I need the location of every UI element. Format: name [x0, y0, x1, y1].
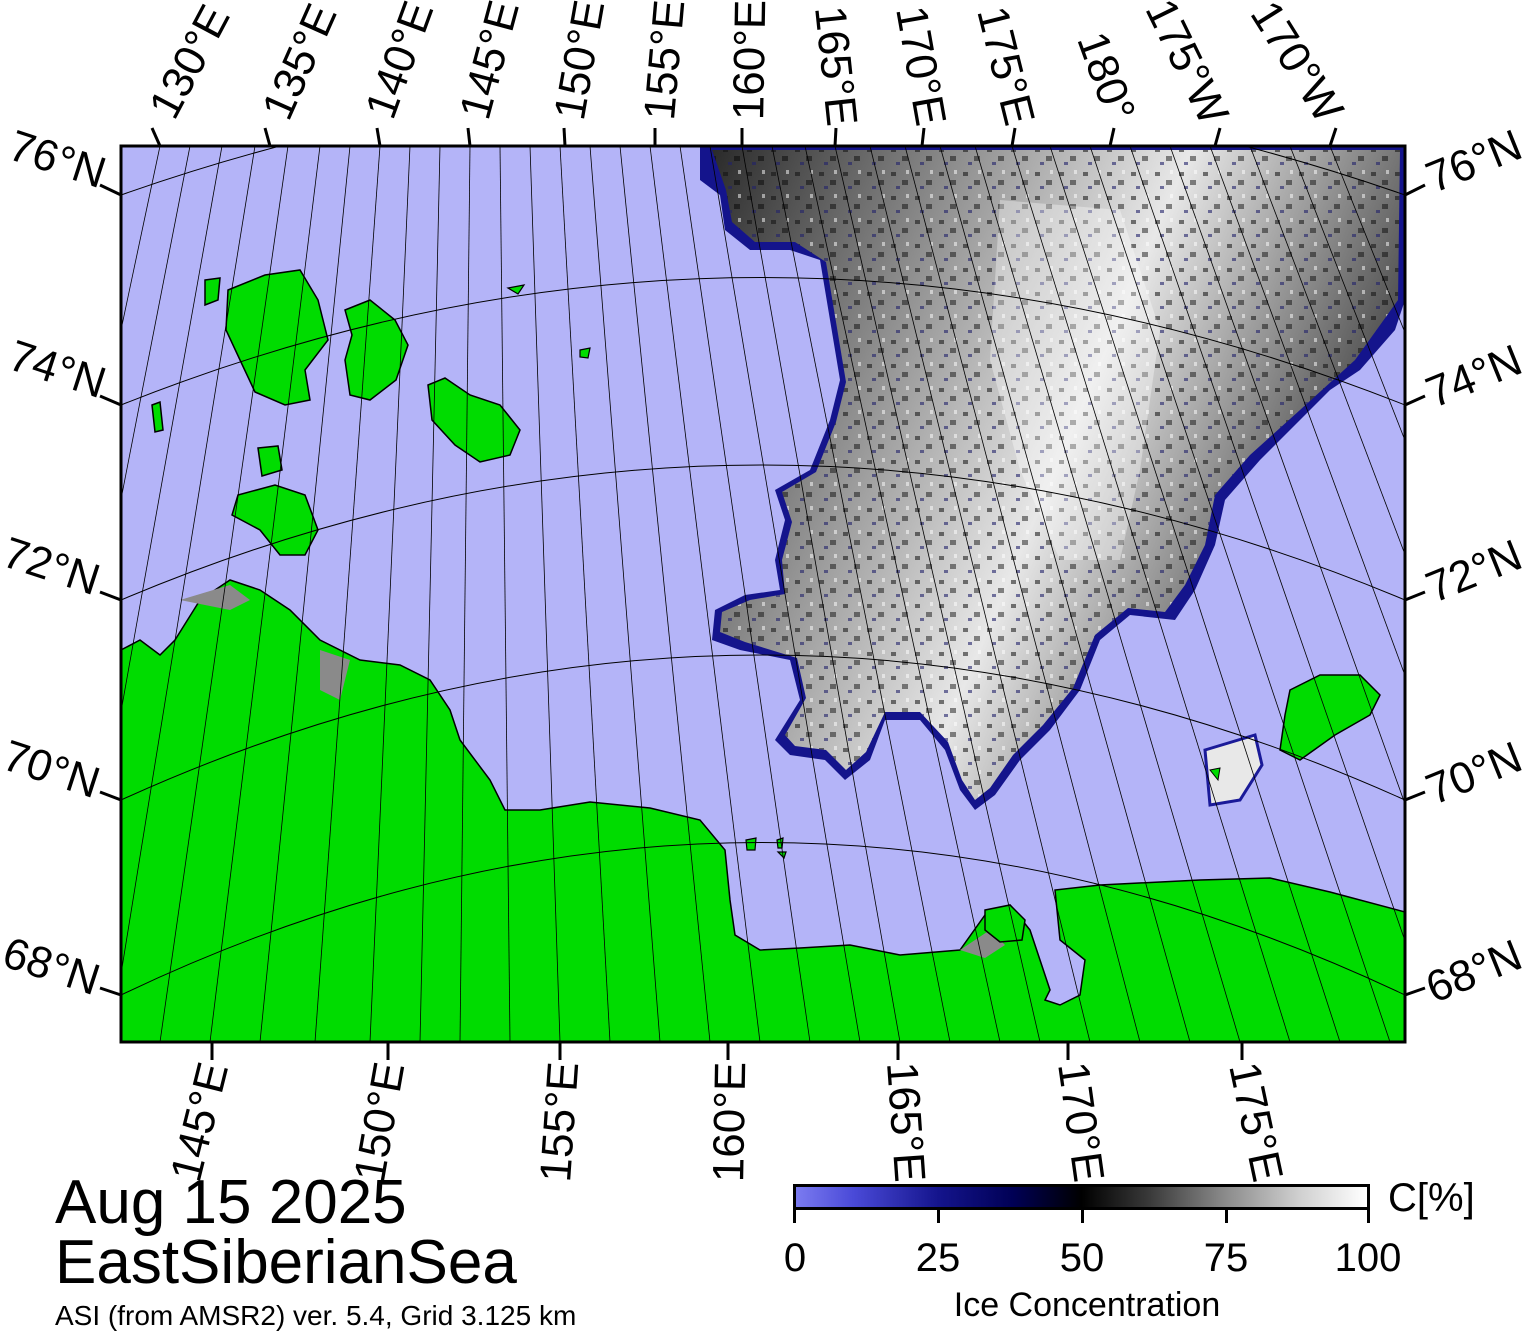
mainland: [121, 579, 1405, 1042]
colorbar-tick-label: 50: [1059, 1236, 1105, 1280]
bolshoy-lyakhovsky-island: [231, 484, 319, 556]
wrangel-island: [1279, 674, 1381, 761]
colorbar: [793, 1184, 1370, 1210]
new-siberia-island: [427, 377, 521, 463]
tiny-island-a: [506, 284, 526, 295]
data-source: ASI (from AMSR2) ver. 5.4, Grid 3.125 km: [55, 1300, 577, 1331]
colorbar-tick: [937, 1209, 940, 1223]
small-island-mid: [151, 400, 164, 433]
map-date: Aug 15 2025: [55, 1168, 407, 1237]
colorbar-tick-label: 100: [1334, 1236, 1402, 1280]
lon-label-bottom-160e: 160°E: [704, 1061, 756, 1183]
colorbar-tick: [1367, 1209, 1370, 1223]
colorbar-tick-label: 25: [915, 1236, 961, 1280]
herald-island: [1209, 767, 1221, 782]
colorbar-tick: [1081, 1209, 1084, 1223]
lon-label-top-155e: 155°E: [635, 0, 695, 123]
colorbar-unit: C[%]: [1388, 1176, 1475, 1220]
stolbovoy-island: [257, 445, 283, 477]
colorbar-tick-label: 75: [1203, 1236, 1249, 1280]
lon-label-bottom-165e: 165°E: [877, 1060, 935, 1184]
lon-label-top-160e: 160°E: [724, 0, 776, 121]
sea-ice-field: [700, 146, 1405, 810]
colorbar-tick: [1225, 1209, 1228, 1223]
colorbar-tick-label: 0: [783, 1236, 807, 1280]
lon-label-top-165e: 165°E: [805, 3, 867, 129]
region-name: EastSiberianSea: [55, 1228, 517, 1297]
graticule-meridians: [121, 146, 1405, 1042]
faddeyevsky-island: [344, 299, 409, 401]
tiny-island-b: [579, 347, 591, 359]
kotelny-island: [225, 269, 329, 406]
frame-ticks: [99, 127, 1426, 1060]
colorbar-title: Ice Concentration: [953, 1286, 1221, 1324]
lon-label-bottom-155e: 155°E: [531, 1060, 589, 1184]
small-island-west: [204, 277, 221, 307]
colorbar-tick: [793, 1209, 796, 1223]
map-frame: [119, 144, 1407, 1044]
